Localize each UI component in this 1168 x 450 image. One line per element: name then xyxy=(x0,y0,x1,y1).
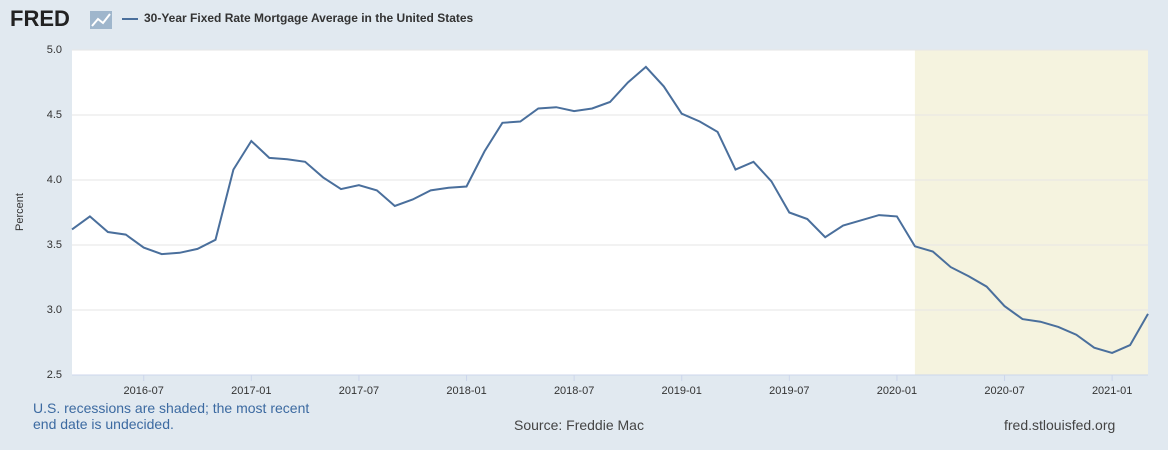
y-tick-label: 4.0 xyxy=(47,174,62,186)
x-tick-label: 2018-07 xyxy=(554,385,594,397)
source: Source: Freddie Mac xyxy=(514,417,644,433)
logo: FRED xyxy=(10,6,70,31)
x-tick-label: 2020-01 xyxy=(877,385,917,397)
recession-shade xyxy=(914,50,1148,375)
y-axis-label: Percent xyxy=(14,193,26,231)
recession-note: U.S. recessions are shaded; the most rec… xyxy=(33,400,310,432)
y-tick-label: 4.5 xyxy=(47,109,62,121)
x-tick-label: 2017-07 xyxy=(339,385,379,397)
x-tick-label: 2019-07 xyxy=(769,385,809,397)
y-tick-label: 5.0 xyxy=(47,44,62,56)
chart: FRED 30-Year Fixed Rate Mortgage Average… xyxy=(10,6,1149,397)
url[interactable]: fred.stlouisfed.org xyxy=(1004,417,1116,433)
y-tick-label: 2.5 xyxy=(47,369,62,381)
x-tick-label: 2018-01 xyxy=(446,385,486,397)
x-tick-label: 2020-07 xyxy=(984,385,1024,397)
x-tick-label: 2021-01 xyxy=(1092,385,1132,397)
y-tick-label: 3.5 xyxy=(47,239,62,251)
x-tick-label: 2017-01 xyxy=(231,385,271,397)
logo-icon xyxy=(90,11,112,29)
x-tick-label: 2016-07 xyxy=(124,385,164,397)
x-tick-label: 2019-01 xyxy=(662,385,702,397)
data-line xyxy=(71,65,1149,354)
y-tick-label: 3.0 xyxy=(47,304,62,316)
legend-label: 30-Year Fixed Rate Mortgage Average in t… xyxy=(144,11,474,25)
